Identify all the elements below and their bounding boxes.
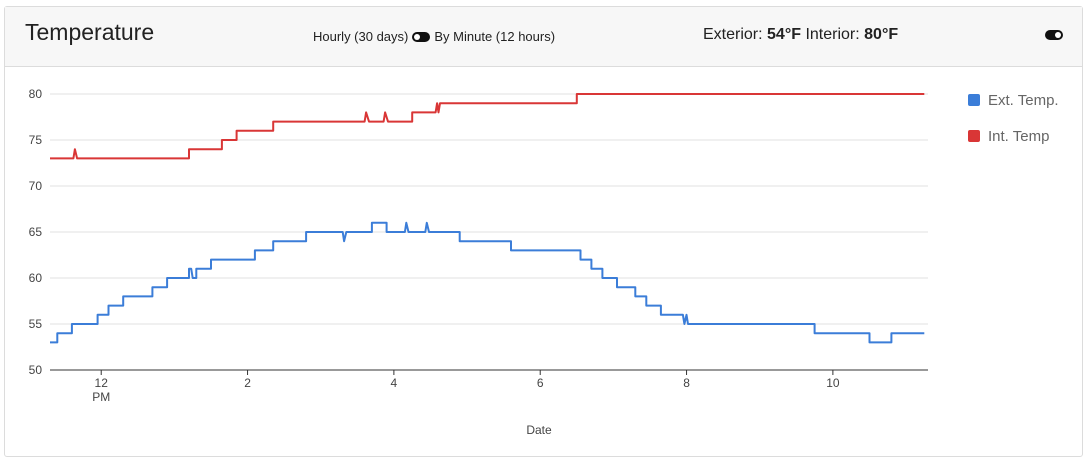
series-line-int-temp bbox=[50, 93, 925, 160]
x-tick-sublabel: PM bbox=[92, 390, 110, 404]
y-tick-label: 75 bbox=[29, 133, 43, 147]
x-axis-label: Date bbox=[526, 423, 552, 437]
x-tick-label: 4 bbox=[391, 376, 398, 390]
exterior-value: 54°F bbox=[767, 26, 801, 43]
y-tick-label: 80 bbox=[29, 87, 43, 101]
x-tick-label: 12 bbox=[95, 376, 109, 390]
x-tick-label: 6 bbox=[537, 376, 544, 390]
current-readings: Exterior: 54°F Interior: 80°F bbox=[703, 26, 898, 44]
interior-value: 80°F bbox=[864, 26, 899, 43]
y-tick-label: 60 bbox=[29, 271, 43, 285]
legend-label: Int. Temp bbox=[988, 128, 1049, 145]
settings-toggle[interactable] bbox=[1045, 30, 1063, 40]
exterior-label: Exterior: bbox=[703, 26, 763, 43]
resolution-switch: Hourly (30 days) By Minute (12 hours) bbox=[313, 29, 555, 44]
y-tick-label: 65 bbox=[29, 225, 43, 239]
legend-label: Ext. Temp. bbox=[988, 92, 1059, 109]
x-tick-label: 2 bbox=[244, 376, 251, 390]
card-header: Temperature Hourly (30 days) By Minute (… bbox=[5, 7, 1082, 67]
legend-swatch bbox=[968, 130, 980, 142]
card-title: Temperature bbox=[25, 19, 155, 45]
series-line-ext-temp bbox=[50, 221, 925, 344]
mode-hourly-label[interactable]: Hourly (30 days) bbox=[313, 29, 409, 44]
mode-minute-label[interactable]: By Minute (12 hours) bbox=[434, 29, 556, 44]
x-tick-label: 10 bbox=[826, 376, 840, 390]
x-tick-label: 8 bbox=[683, 376, 690, 390]
resolution-toggle[interactable] bbox=[412, 31, 431, 42]
y-tick-label: 55 bbox=[29, 317, 43, 331]
legend-swatch bbox=[968, 94, 980, 106]
interior-label: Interior: bbox=[805, 26, 860, 43]
y-tick-label: 50 bbox=[29, 363, 43, 377]
y-tick-label: 70 bbox=[29, 179, 43, 193]
